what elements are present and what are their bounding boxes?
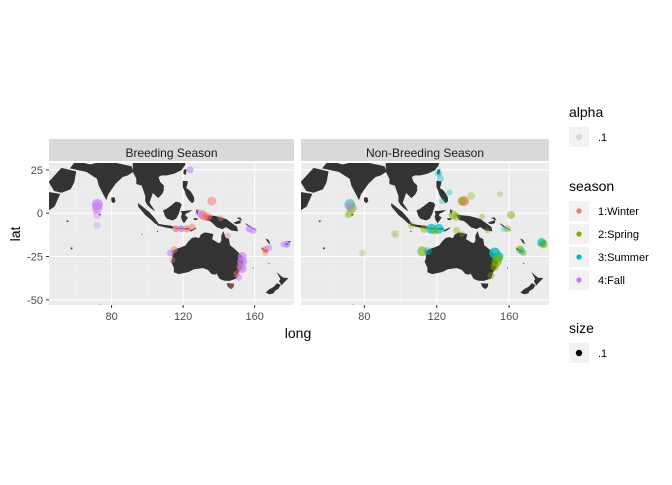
observation-point	[436, 175, 444, 183]
observation-point	[346, 203, 357, 214]
observation-point	[423, 247, 432, 256]
observation-point	[207, 196, 217, 206]
observation-point	[417, 246, 428, 257]
observation-point	[503, 225, 511, 233]
observation-point	[224, 232, 231, 239]
legend-alpha-title: alpha	[569, 104, 603, 120]
facet-strip	[49, 139, 294, 161]
x-axis-title: long	[285, 325, 311, 341]
facet-strip	[301, 139, 549, 161]
observation-point	[93, 210, 102, 219]
x-tick-label: 80	[358, 311, 370, 323]
observation-point	[92, 208, 99, 215]
observation-point	[490, 262, 499, 271]
observation-point	[217, 215, 224, 222]
observation-point	[539, 240, 548, 249]
observation-point	[435, 169, 443, 177]
observation-point	[188, 223, 196, 231]
observation-point	[518, 247, 526, 255]
legend-season-label: 4:Fall	[598, 275, 625, 287]
observation-point	[500, 225, 507, 232]
legend-season-title: season	[569, 178, 614, 194]
observation-point	[195, 209, 204, 218]
y-tick-label: 25	[31, 165, 43, 177]
observation-point	[452, 212, 461, 221]
observation-point	[487, 272, 495, 280]
observation-point	[235, 273, 243, 281]
observation-point	[93, 221, 101, 229]
legend-season-swatch	[576, 277, 582, 283]
facet-strip-label: Non-Breeding Season	[366, 146, 484, 160]
legend-season-label: 2:Spring	[598, 229, 639, 241]
y-tick-label: -50	[27, 295, 43, 307]
observation-point	[170, 246, 178, 254]
legend-alpha-swatch	[576, 134, 582, 140]
x-tick-label: 120	[428, 311, 446, 323]
x-tick-label: 160	[500, 311, 518, 323]
y-tick-label: 0	[37, 208, 43, 220]
observation-point	[497, 191, 504, 198]
legend-size-swatch	[575, 349, 583, 357]
observation-point	[359, 249, 367, 257]
observation-point	[204, 212, 213, 221]
x-tick-label: 120	[174, 311, 192, 323]
legend-size-title: size	[569, 320, 594, 336]
observation-point	[183, 225, 191, 233]
panel-background	[301, 163, 549, 305]
observation-point	[345, 209, 354, 218]
observation-point	[467, 191, 476, 200]
observation-point	[391, 230, 400, 238]
observation-point	[262, 250, 269, 257]
observation-point	[407, 221, 415, 229]
observation-point	[453, 227, 461, 235]
legend-season-label: 3:Summer	[598, 252, 649, 264]
observation-point	[520, 250, 527, 257]
observation-point	[249, 227, 257, 235]
y-axis-title: lat	[7, 227, 23, 242]
observation-point	[459, 231, 466, 237]
legend-season-swatch	[576, 254, 582, 260]
observation-point	[439, 198, 446, 205]
facet-panel: Breeding Season 80 120 160 25 0 -25 -50	[27, 139, 294, 323]
observation-point	[172, 225, 180, 233]
y-tick-label: -25	[27, 252, 43, 264]
legend-season-label: 1:Winter	[598, 206, 639, 218]
legend-alpha: alpha .1	[569, 104, 607, 147]
legend-size-label: .1	[598, 348, 607, 360]
legend-season: season 1:Winter 2:Spring 3:Summer 4:Fall	[569, 178, 649, 290]
observation-point	[169, 256, 176, 263]
panel-background	[49, 163, 294, 305]
x-tick-label: 80	[105, 311, 117, 323]
x-tick-label: 160	[245, 311, 263, 323]
observation-point	[237, 264, 247, 274]
legend-alpha-key	[569, 127, 589, 147]
observation-point	[448, 210, 458, 220]
observation-point	[228, 282, 235, 289]
legend-season-swatch	[576, 231, 582, 237]
observation-point	[420, 224, 429, 233]
legend-alpha-label: .1	[598, 132, 607, 144]
observation-point	[479, 213, 486, 220]
observation-point	[344, 211, 352, 219]
legend-size: size .1	[569, 320, 607, 363]
observation-point	[457, 196, 467, 206]
facet-strip-label: Breeding Season	[125, 146, 217, 160]
observation-point	[92, 203, 103, 214]
observation-point	[280, 241, 287, 248]
observation-point	[177, 225, 185, 233]
observation-point	[493, 253, 503, 263]
observation-point	[484, 227, 491, 234]
observation-point	[446, 189, 453, 196]
observation-point	[265, 244, 273, 252]
observation-point	[186, 166, 194, 174]
facet-panel: Non-Breeding Season 80 120 160	[301, 139, 549, 323]
observation-point	[430, 226, 439, 235]
legend-season-swatch	[576, 208, 582, 214]
observation-point	[506, 210, 515, 219]
observation-point	[345, 201, 355, 211]
